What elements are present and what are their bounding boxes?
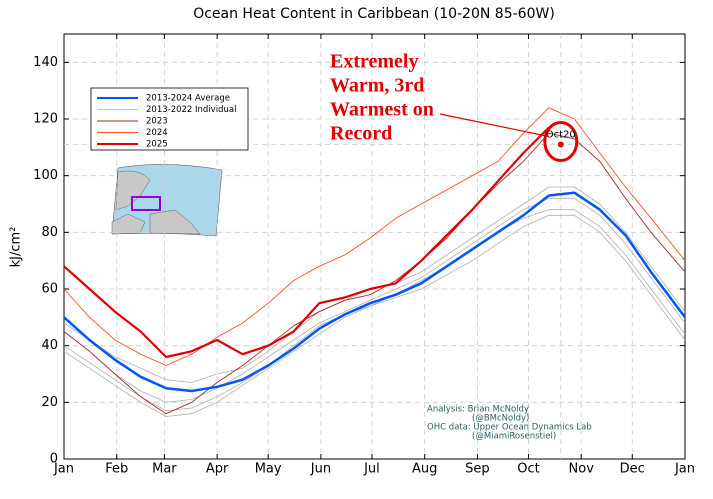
series-line xyxy=(63,126,550,359)
series-line xyxy=(63,197,686,403)
series-line xyxy=(63,107,686,366)
legend-label: 2025 xyxy=(146,140,168,150)
marker-dot xyxy=(557,141,564,148)
series-line xyxy=(63,209,686,412)
legend-label: 2013-2024 Average xyxy=(146,94,230,104)
x-tick-label: Jan xyxy=(53,462,74,477)
chart-title: Ocean Heat Content in Caribbean (10-20N … xyxy=(193,6,555,22)
x-tick-label: Oct xyxy=(517,462,539,477)
x-tick-label: Nov xyxy=(569,462,595,477)
y-tick-label: 120 xyxy=(33,112,58,127)
series-line xyxy=(63,214,686,417)
credit: (@MiamiRosenstiel) xyxy=(472,432,556,442)
credit: (@BMcNoldy) xyxy=(472,414,529,424)
x-tick-label: May xyxy=(255,462,282,477)
marker-label: Oct20 xyxy=(546,130,576,141)
y-tick-label: 100 xyxy=(33,168,58,183)
y-tick-label: 80 xyxy=(41,225,58,240)
x-tick-label: Jul xyxy=(363,462,380,477)
annotation: Warm, 3rd xyxy=(330,75,424,97)
legend-label: 2024 xyxy=(146,128,168,138)
plot-frame xyxy=(63,33,686,460)
credit: OHC data: Upper Ocean Dynamics Lab xyxy=(427,423,592,433)
x-tick-label: Apr xyxy=(206,462,229,477)
series-line xyxy=(63,132,686,415)
legend-label: 2013-2022 Individual xyxy=(146,105,236,115)
y-tick-label: 20 xyxy=(41,395,58,410)
x-tick-label: Dec xyxy=(620,462,645,477)
credit: Analysis: Brian McNoldy xyxy=(427,405,529,415)
annotation: Record xyxy=(330,123,392,145)
y-tick-label: 140 xyxy=(33,55,58,70)
series-line xyxy=(63,191,686,393)
annotation-arrow xyxy=(439,113,549,138)
x-tick-label: Mar xyxy=(152,462,177,477)
y-tick-label: 0 xyxy=(50,452,58,467)
annotation: Warmest on xyxy=(330,99,434,121)
x-tick-label: Sep xyxy=(465,462,490,477)
map-inset xyxy=(111,164,223,237)
y-axis-label: kJ/cm² xyxy=(9,227,24,268)
legend-label: 2023 xyxy=(146,117,168,127)
x-tick-label: Feb xyxy=(105,462,128,477)
x-tick-label: Jan xyxy=(674,462,695,477)
marker-ring xyxy=(543,121,579,162)
annotation: Extremely xyxy=(330,51,419,73)
x-tick-label: Jun xyxy=(310,462,331,477)
y-tick-label: 60 xyxy=(41,282,58,297)
x-tick-label: Aug xyxy=(412,462,437,477)
y-tick-label: 40 xyxy=(41,338,58,353)
